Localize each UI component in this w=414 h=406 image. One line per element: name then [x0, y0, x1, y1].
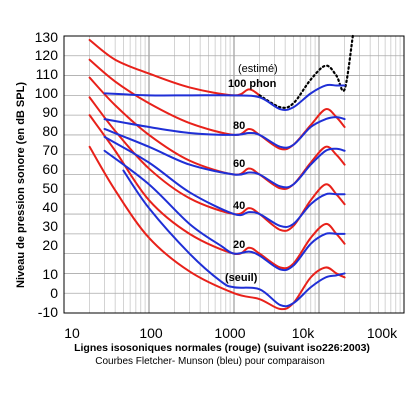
iso226-curve — [88, 145, 346, 311]
y-tick-label: 60 — [42, 161, 58, 177]
annotation-40: 40 — [233, 200, 245, 212]
y-tick-label: 100 — [35, 85, 59, 101]
y-axis-ticks: 130 120 110 100 90 80 70 60 50 40 30 20 … — [35, 29, 59, 320]
iso226-curve — [88, 38, 261, 97]
y-tick-label: 120 — [35, 47, 59, 63]
y-tick-label: 0 — [50, 285, 58, 301]
y-axis-label: Niveau de pression sonore (en dB SPL) — [15, 82, 27, 288]
estimated-curve — [258, 34, 354, 109]
x-tick-label: 10 — [64, 325, 80, 341]
y-tick-label: 20 — [42, 237, 58, 253]
x-tick-label: 1000 — [214, 325, 245, 341]
y-tick-label: 30 — [42, 218, 58, 234]
y-tick-label: 50 — [42, 180, 58, 196]
y-tick-label: 70 — [42, 142, 58, 158]
annotation-60: 60 — [233, 158, 245, 170]
iso226-curve — [88, 58, 346, 151]
x-axis-label: Lignes isosoniques normales (rouge) (sui… — [74, 342, 370, 354]
y-tick-label: 40 — [42, 199, 58, 215]
x-axis-ticks: 10 100 1000 10k 100k — [64, 325, 398, 341]
annotation-estimated: (estimé) — [238, 63, 278, 75]
y-tick-label: 80 — [42, 123, 58, 139]
y-tick-label: 90 — [42, 104, 58, 120]
annotation-threshold: (seuil) — [225, 272, 258, 284]
y-tick-label: 10 — [42, 266, 58, 282]
series-layer — [88, 34, 354, 311]
plot-frame — [63, 35, 405, 314]
annotation-80: 80 — [233, 120, 245, 132]
y-tick-label: 130 — [35, 29, 59, 45]
fletcher-munson-curve — [103, 135, 346, 228]
x-tick-label: 10k — [292, 325, 316, 341]
chart-subtitle: Courbes Fletcher- Munson (bleu) pour com… — [95, 356, 325, 367]
annotation-100-phon: 100 phon — [228, 78, 277, 90]
fletcher-munson-curve — [103, 83, 346, 112]
y-tick-label: 110 — [36, 66, 59, 82]
annotation-20: 20 — [233, 239, 245, 251]
x-tick-label: 100k — [367, 325, 398, 341]
fletcher-munson-curve — [103, 127, 346, 189]
y-tick-label: -10 — [38, 304, 58, 320]
x-tick-label: 100 — [139, 325, 163, 341]
fletcher-munson-curve — [103, 116, 346, 149]
fletcher-munson-curve — [103, 149, 346, 272]
iso226-curve — [88, 114, 346, 270]
fletcher-munson-curve — [122, 169, 346, 308]
